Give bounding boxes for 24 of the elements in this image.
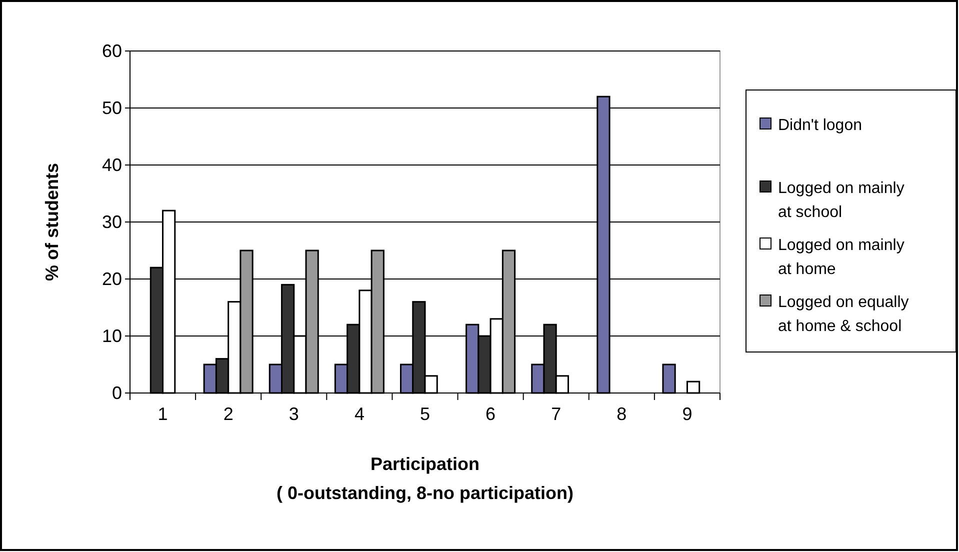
y-tick-label: 0 (112, 382, 122, 403)
x-tick-label: 4 (354, 404, 364, 424)
x-tick-label: 9 (682, 404, 692, 424)
x-tick-label: 8 (616, 404, 627, 424)
y-tick-label: 10 (102, 326, 122, 346)
legend-label: Didn't logon (778, 117, 862, 134)
x-tick-label: 6 (486, 404, 496, 424)
x-tick-label: 2 (223, 404, 234, 424)
x-tick-label: 1 (158, 404, 168, 424)
y-tick-label: 20 (102, 268, 122, 289)
legend-label: Logged on mainly at home (778, 237, 904, 278)
legend-label: Logged on equally at home & school (778, 294, 909, 335)
bar (686, 380, 700, 394)
legend-label: Logged on mainly at school (778, 180, 904, 221)
x-tick-label: 5 (420, 404, 430, 424)
y-tick-label: 30 (102, 212, 122, 232)
y-tick-label: 40 (102, 154, 122, 175)
bar (662, 364, 676, 394)
y-tick-label: 50 (102, 98, 122, 118)
y-tick-label: 60 (102, 40, 122, 61)
x-tick-label: 7 (551, 404, 562, 424)
y-axis-title: % of students (42, 162, 62, 282)
x-axis-title: Participation ( 0-outstanding, 8-no participation) (276, 454, 574, 503)
x-tick-label: 3 (288, 404, 299, 424)
